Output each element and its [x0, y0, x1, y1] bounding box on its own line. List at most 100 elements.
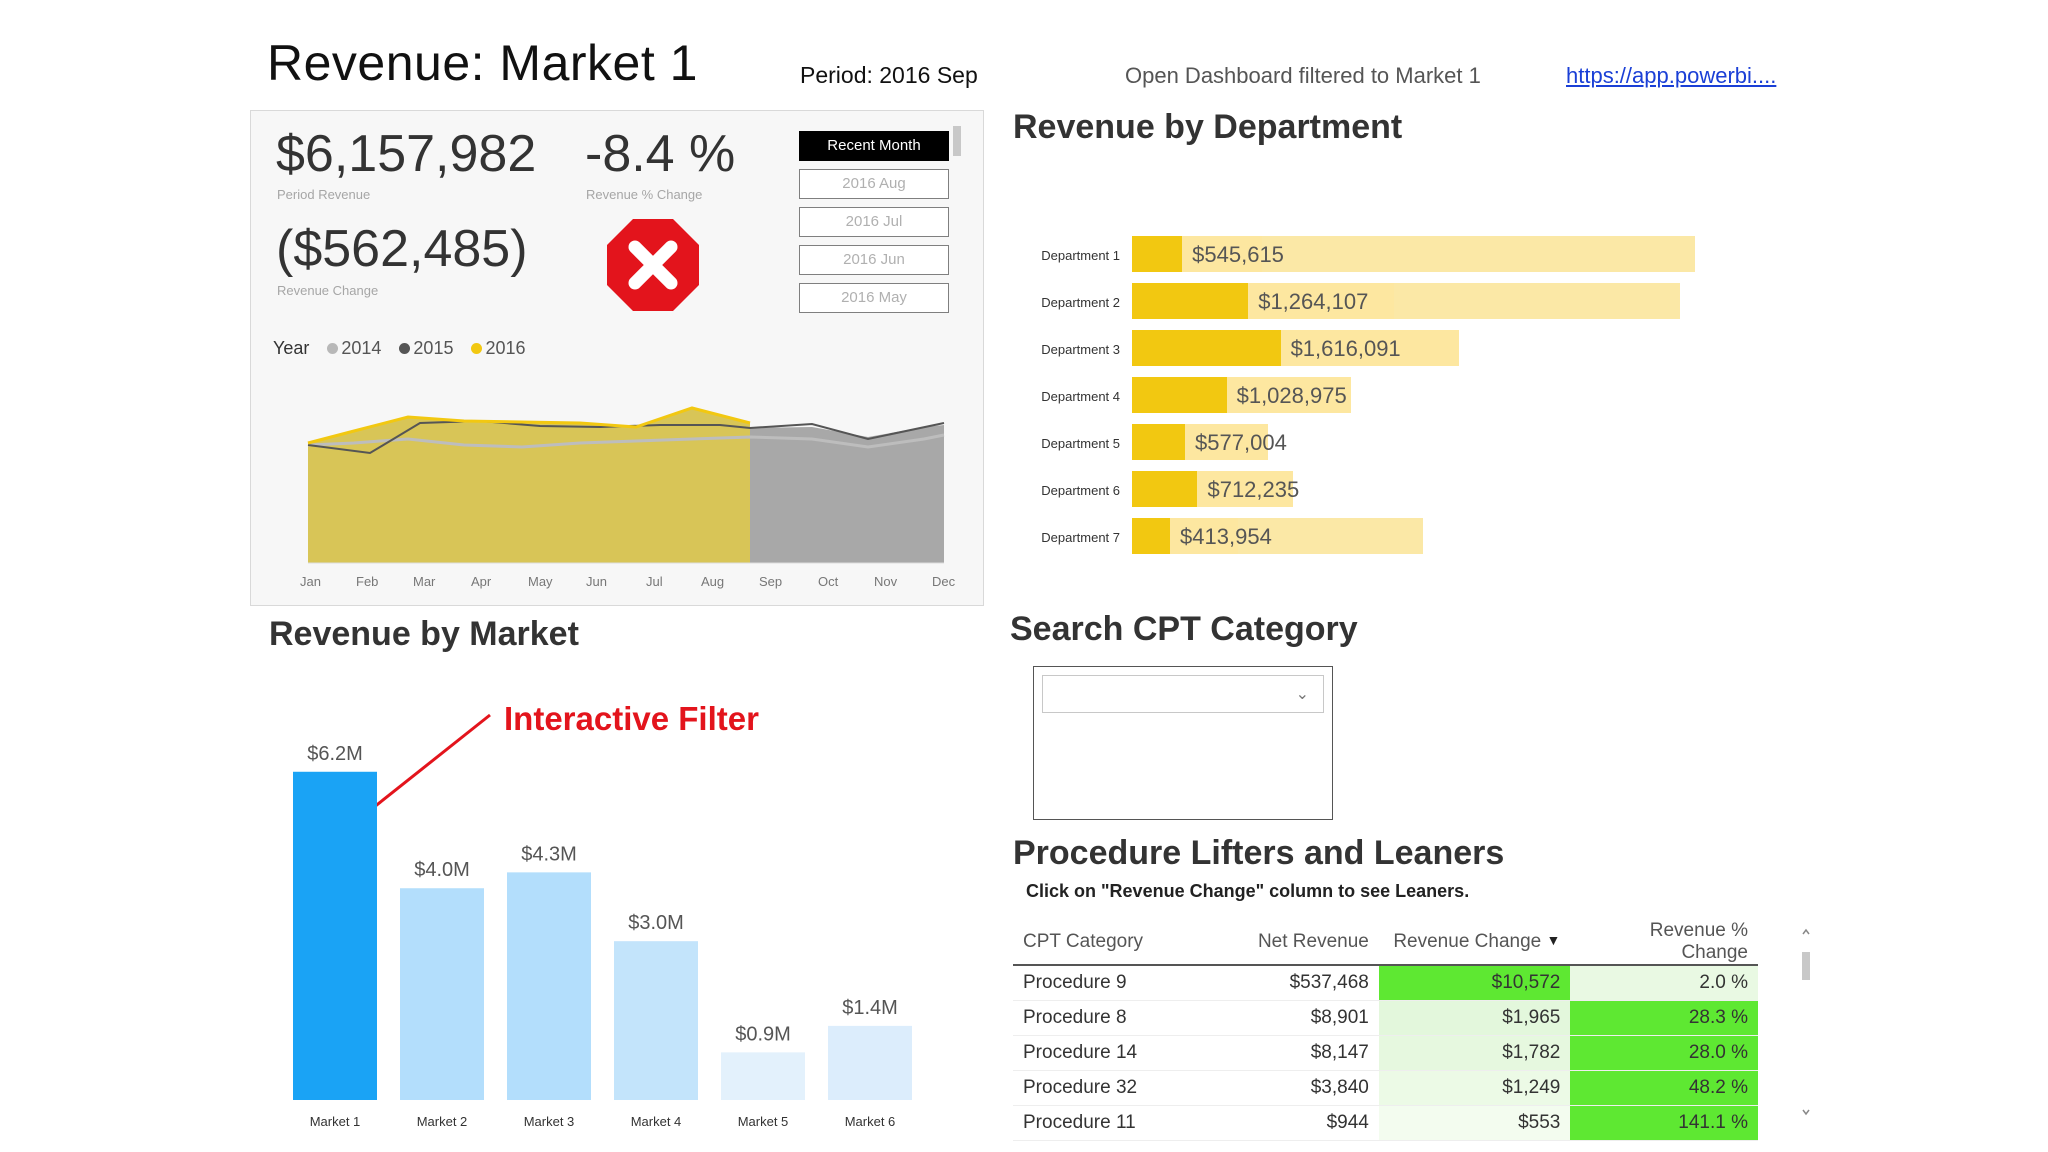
month-tick: Feb [356, 574, 379, 589]
dot-icon [471, 343, 483, 354]
legend-2015[interactable]: 2015 [399, 338, 453, 359]
cell-net-revenue: $944 [1230, 1105, 1379, 1141]
market-value-label: $4.3M [521, 843, 577, 865]
dept-category-label: Department 2 [1041, 295, 1120, 310]
cell-revenue-pct-change: 28.3 % [1570, 1000, 1758, 1036]
market-bar[interactable] [828, 1025, 912, 1100]
lifters-leaners-title: Procedure Lifters and Leaners [1013, 834, 1505, 872]
table-row[interactable]: Procedure 9 $537,468 $10,572 2.0 % [1013, 965, 1758, 1001]
revenue-change-value: ($562,485) [276, 220, 528, 278]
slicer-recent-month[interactable]: Recent Month [799, 131, 949, 161]
market-category-label: Market 3 [524, 1114, 575, 1129]
dept-value-label: $1,616,091 [1290, 336, 1401, 361]
month-tick: Jul [646, 574, 663, 589]
error-x-icon [607, 219, 699, 311]
market-bar[interactable] [400, 888, 484, 1100]
month-tick: Jun [586, 574, 607, 589]
table-scrollbar[interactable] [1800, 922, 1812, 1122]
cpt-category-dropdown[interactable]: ⌄ [1042, 675, 1324, 713]
market-value-label: $3.0M [628, 912, 684, 934]
cell-revenue-pct-change: 48.2 % [1570, 1070, 1758, 1106]
legend-title: Year [273, 338, 310, 358]
market-category-label: Market 6 [845, 1114, 896, 1129]
slicer-2016-jul[interactable]: 2016 Jul [799, 207, 949, 237]
dept-bar[interactable] [1132, 471, 1198, 507]
cell-net-revenue: $537,468 [1230, 965, 1379, 1001]
month-tick: Mar [413, 574, 436, 589]
month-tick: Apr [471, 574, 492, 589]
interactive-filter-annotation: Interactive Filter [504, 700, 759, 737]
cell-revenue-change: $1,249 [1378, 1070, 1571, 1106]
market-bar-chart: $6.2M Market 1 $4.0M Market 2 $4.3M Market 3 $… [260, 720, 980, 1140]
table-row[interactable]: Procedure 8 $8,901 $1,965 28.3 % [1013, 1000, 1758, 1036]
powerbi-link[interactable]: https://app.powerbi.... [1566, 63, 1777, 88]
dept-value-label: $712,235 [1207, 477, 1300, 502]
market-category-label: Market 4 [631, 1114, 682, 1129]
sort-desc-icon[interactable]: ▼ [1546, 932, 1561, 948]
period-revenue-label: Period Revenue [277, 187, 371, 202]
dot-icon [399, 343, 411, 354]
month-axis: Jan Feb Mar Apr May Jun Jul Aug Sep Oct … [280, 574, 980, 594]
table-row[interactable]: Procedure 11 $944 $553 141.1 % [1013, 1105, 1758, 1141]
revenue-by-department-title: Revenue by Department [1013, 108, 1403, 146]
market-bars-svg: $6.2M Market 1 $4.0M Market 2 $4.3M Market 3 $… [293, 743, 912, 1129]
table-header-row: CPT Category Net Revenue Revenue Change … [1013, 920, 1758, 966]
dept-value-label: $577,004 [1195, 430, 1287, 455]
market-bar[interactable] [721, 1052, 805, 1100]
dept-bar[interactable] [1132, 283, 1249, 319]
month-tick: Nov [874, 574, 898, 589]
dept-bar[interactable] [1132, 330, 1281, 366]
legend-2014[interactable]: 2014 [327, 338, 381, 359]
revenue-pct-change-label: Revenue % Change [586, 187, 703, 202]
legend-2016[interactable]: 2016 [471, 338, 526, 359]
line-2014 [307, 433, 945, 449]
col-revenue-change[interactable]: Revenue Change ▼ [1378, 920, 1571, 966]
lifters-hint: Click on "Revenue Change" column to see … [1026, 881, 1470, 901]
month-tick: Aug [701, 574, 725, 589]
slicer-scrollbar[interactable] [953, 126, 961, 156]
legend-label: 2014 [341, 338, 382, 358]
cpt-search-panel: ⌄ [1033, 666, 1333, 820]
market-value-label: $0.9M [735, 1023, 791, 1045]
dept-bar[interactable] [1132, 518, 1171, 554]
dept-value-label: $1,028,975 [1236, 383, 1347, 408]
table-row[interactable]: Procedure 32 $3,840 $1,249 48.2 % [1013, 1070, 1758, 1106]
market-bar[interactable] [293, 771, 377, 1100]
revenue-change-label: Revenue Change [277, 283, 379, 298]
scroll-up-icon [1802, 928, 1810, 935]
cell-revenue-pct-change: 28.0 % [1570, 1035, 1758, 1071]
dept-bar[interactable] [1132, 377, 1227, 413]
dept-category-label: Department 3 [1041, 342, 1120, 357]
table-row[interactable]: Procedure 14 $8,147 $1,782 28.0 % [1013, 1035, 1758, 1071]
cell-net-revenue: $8,901 [1230, 1000, 1379, 1036]
col-net-revenue[interactable]: Net Revenue [1230, 920, 1379, 966]
col-cpt-category[interactable]: CPT Category [1013, 920, 1231, 966]
month-tick: Jan [300, 574, 321, 589]
legend-label: 2016 [485, 338, 526, 358]
market-bar[interactable] [507, 872, 591, 1100]
month-tick: Sep [759, 574, 783, 589]
cell-revenue-change: $1,782 [1378, 1035, 1571, 1071]
cell-revenue-change: $10,572 [1378, 965, 1571, 1001]
dept-bar[interactable] [1132, 424, 1186, 460]
market-value-label: $4.0M [414, 859, 470, 881]
slicer-2016-may[interactable]: 2016 May [799, 283, 949, 313]
cell-revenue-pct-change: 2.0 % [1570, 965, 1758, 1001]
lifters-table: CPT Category Net Revenue Revenue Change … [1013, 920, 1758, 1141]
market-value-label: $1.4M [842, 997, 898, 1019]
market-bar[interactable] [614, 941, 698, 1100]
scroll-thumb [1802, 952, 1810, 980]
col-revenue-pct-change[interactable]: Revenue % Change [1570, 920, 1758, 966]
col-revenue-change-label: Revenue Change [1393, 931, 1542, 952]
scroll-down-icon [1802, 1109, 1810, 1116]
revenue-by-market-title: Revenue by Market [269, 615, 579, 653]
revenue-pct-change-value: -8.4 % [585, 125, 736, 183]
cell-cpt-category: Procedure 32 [1013, 1070, 1231, 1106]
chevron-down-icon: ⌄ [1295, 686, 1309, 703]
search-cpt-title: Search CPT Category [1010, 610, 1358, 648]
area-2016 [308, 408, 750, 563]
slicer-2016-jun[interactable]: 2016 Jun [799, 245, 949, 275]
month-tick: Dec [932, 574, 956, 589]
slicer-2016-aug[interactable]: 2016 Aug [799, 169, 949, 199]
dept-bar[interactable] [1132, 236, 1183, 272]
